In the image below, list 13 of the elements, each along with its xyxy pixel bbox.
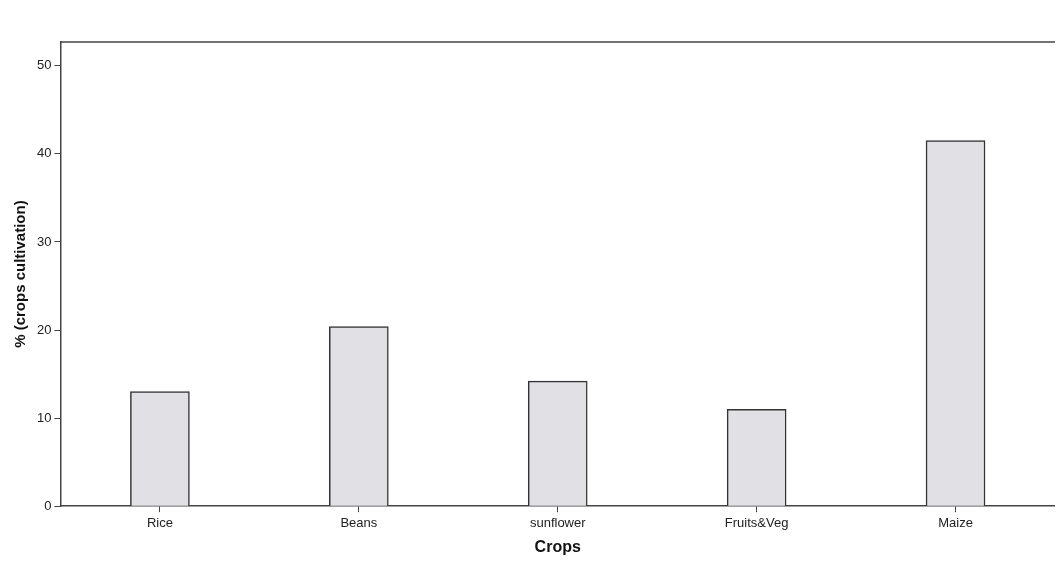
y-tick-label: 40 [36,145,52,161]
x-tick-label: sunflower [529,514,587,530]
x-tick-label: Beans [340,514,378,530]
y-tick-label: 30 [36,233,52,249]
x-axis-title: Crops [534,537,581,555]
x-tick-label: Rice [146,514,173,530]
x-tick-label: Fruits&Veg [724,514,789,530]
y-tick-label: 20 [36,321,52,337]
y-tick-label: 10 [36,409,52,425]
x-tick-label: Maize [938,514,973,530]
y-tick-label: 50 [36,57,52,73]
y-axis-title: % (crops cultivation) [11,200,29,348]
y-tick-label: 0 [44,497,52,513]
